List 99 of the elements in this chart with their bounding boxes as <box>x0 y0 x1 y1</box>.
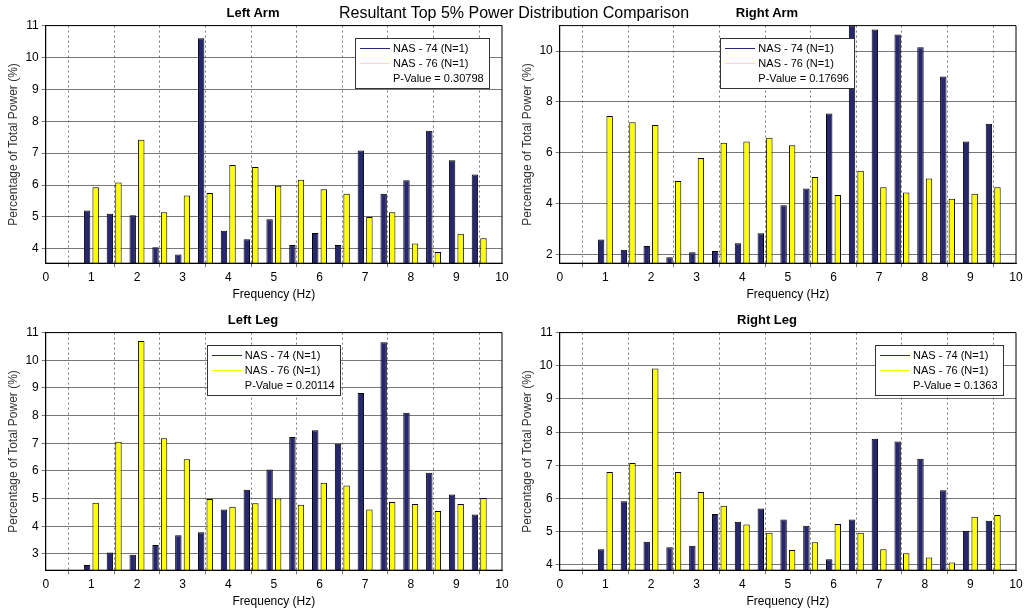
x-tick-label: 8 <box>407 576 415 591</box>
legend-label: NAS - 74 (N=1) <box>393 40 469 56</box>
x-tick-label: 4 <box>224 269 232 284</box>
x-tick-label: 5 <box>270 269 278 284</box>
x-tick-label: 1 <box>88 576 96 591</box>
x-tick-label: 2 <box>133 269 141 284</box>
x-tick-label: 5 <box>784 576 792 591</box>
y-axis-title: Percentage of Total Power (%) <box>5 63 20 226</box>
x-tick-label: 7 <box>361 269 369 284</box>
y-tick-label: 3 <box>32 546 40 561</box>
y-tick-label: 7 <box>546 457 554 472</box>
y-tick-label: 10 <box>539 43 554 58</box>
legend-label: NAS - 74 (N=1) <box>244 347 321 363</box>
x-tick-label: 8 <box>921 269 929 284</box>
annotation: P-Value = 0.30798 <box>392 70 484 86</box>
x-tick-label: 9 <box>453 576 461 591</box>
x-tick-label: 4 <box>738 576 746 591</box>
x-tick-label: 3 <box>693 576 701 591</box>
annotation: P-Value = 0.20114 <box>243 377 335 393</box>
x-tick-label: 4 <box>738 269 746 284</box>
x-axis-title: Frequency (Hz) <box>232 287 316 302</box>
x-tick-label: 9 <box>453 269 461 284</box>
y-tick-label: 4 <box>546 557 554 572</box>
x-tick-label: 8 <box>407 269 415 284</box>
y-tick-label: 4 <box>546 196 554 211</box>
y-axis-title: Percentage of Total Power (%) <box>5 370 20 533</box>
x-tick-label: 10 <box>495 269 509 284</box>
x-tick-label: 10 <box>1009 269 1023 284</box>
annotation: P-Value = 0.17696 <box>757 70 849 86</box>
x-tick-label: 0 <box>556 576 564 591</box>
legend-label: NAS - 76 (N=1) <box>758 55 834 71</box>
x-tick-label: 2 <box>647 269 655 284</box>
y-tick-label: 2 <box>546 247 554 262</box>
x-tick-label: 5 <box>270 576 278 591</box>
legend-label: NAS - 76 (N=1) <box>393 55 469 71</box>
x-tick-label: 3 <box>693 269 701 284</box>
x-tick-label: 2 <box>647 576 655 591</box>
y-tick-label: 9 <box>546 391 554 406</box>
y-tick-label: 6 <box>546 490 554 505</box>
x-tick-label: 6 <box>830 269 838 284</box>
y-tick-label: 6 <box>32 177 40 192</box>
x-tick-label: 5 <box>784 269 792 284</box>
y-tick-label: 6 <box>546 145 554 160</box>
x-tick-label: 9 <box>967 576 975 591</box>
legend-label: NAS - 76 (N=1) <box>244 362 321 378</box>
annotation: P-Value = 0.1363 <box>912 377 998 393</box>
y-tick-label: 9 <box>32 81 40 96</box>
y-tick-label: 8 <box>32 113 40 128</box>
x-tick-label: 2 <box>133 576 141 591</box>
y-tick-label: 11 <box>540 324 554 339</box>
x-tick-label: 0 <box>42 576 50 591</box>
y-tick-label: 8 <box>546 424 554 439</box>
x-tick-label: 7 <box>875 269 883 284</box>
y-tick-label: 7 <box>32 145 40 160</box>
x-tick-label: 7 <box>361 576 369 591</box>
x-axis-title: Frequency (Hz) <box>232 594 316 609</box>
y-tick-label: 6 <box>32 463 40 478</box>
y-tick-label: 5 <box>32 490 40 505</box>
y-tick-label: 10 <box>25 352 40 367</box>
y-tick-label: 7 <box>32 435 40 450</box>
x-tick-label: 1 <box>88 269 96 284</box>
legend-label: NAS - 76 (N=1) <box>913 362 989 378</box>
x-tick-label: 10 <box>1009 576 1023 591</box>
chart-title: Right Leg <box>737 312 798 328</box>
y-tick-label: 4 <box>32 518 40 533</box>
y-axis-title: Percentage of Total Power (%) <box>519 370 534 533</box>
x-tick-label: 3 <box>179 269 187 284</box>
x-tick-label: 10 <box>495 576 509 591</box>
y-tick-label: 4 <box>32 241 40 256</box>
y-tick-label: 8 <box>32 407 40 422</box>
legend-label: NAS - 74 (N=1) <box>913 347 989 363</box>
x-tick-label: 9 <box>967 269 975 284</box>
y-tick-label: 9 <box>32 380 40 395</box>
y-axis-title: Percentage of Total Power (%) <box>519 63 534 226</box>
y-tick-label: 5 <box>546 524 554 539</box>
x-tick-label: 8 <box>921 576 929 591</box>
chart-title: Right Arm <box>735 5 799 21</box>
x-tick-label: 0 <box>556 269 564 284</box>
text: Resultant Top 5% Power Distribution Comparison <box>338 4 690 21</box>
y-tick-label: 11 <box>26 17 40 32</box>
y-tick-label: 10 <box>25 49 40 64</box>
x-tick-label: 6 <box>316 269 324 284</box>
x-tick-label: 7 <box>875 576 883 591</box>
x-tick-label: 6 <box>830 576 838 591</box>
y-tick-label: 11 <box>26 324 40 339</box>
x-axis-title: Frequency (Hz) <box>746 287 830 302</box>
x-axis-title: Frequency (Hz) <box>746 594 830 609</box>
y-tick-label: 8 <box>546 94 554 109</box>
y-tick-label: 5 <box>32 209 40 224</box>
x-tick-label: 6 <box>316 576 324 591</box>
x-tick-label: 0 <box>42 269 50 284</box>
x-tick-label: 3 <box>179 576 187 591</box>
y-tick-label: 10 <box>539 358 554 373</box>
chart-title: Left Leg <box>227 312 279 328</box>
x-tick-label: 1 <box>602 576 610 591</box>
chart-title: Left Arm <box>226 5 280 21</box>
x-tick-label: 1 <box>602 269 610 284</box>
x-tick-label: 4 <box>224 576 232 591</box>
legend-label: NAS - 74 (N=1) <box>758 40 834 56</box>
